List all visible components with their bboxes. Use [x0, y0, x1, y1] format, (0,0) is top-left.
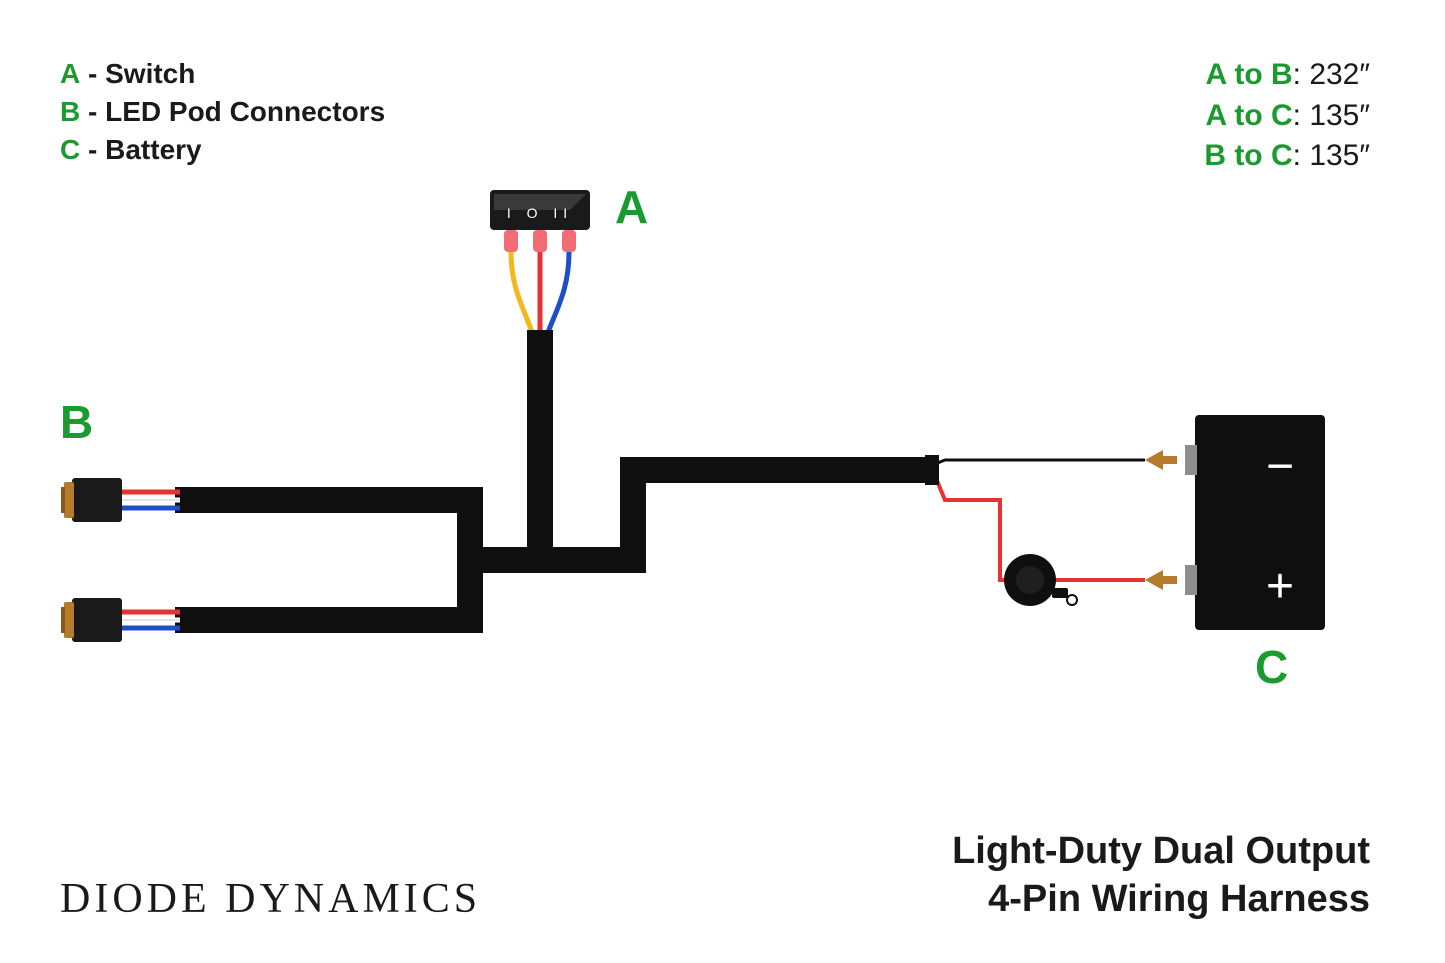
pod-connector-top [61, 478, 180, 522]
battery-minus: − [1266, 440, 1294, 493]
lug-positive [1145, 570, 1177, 590]
lug-negative [1145, 450, 1177, 470]
switch-legend: I O II [507, 205, 573, 221]
switch-component: I O II [490, 190, 590, 335]
battery: − + [1185, 415, 1325, 630]
battery-plus: + [1266, 560, 1294, 613]
wiring-diagram: I O II [0, 0, 1445, 963]
pod-connector-bottom [61, 598, 180, 642]
harness-main [175, 330, 935, 620]
